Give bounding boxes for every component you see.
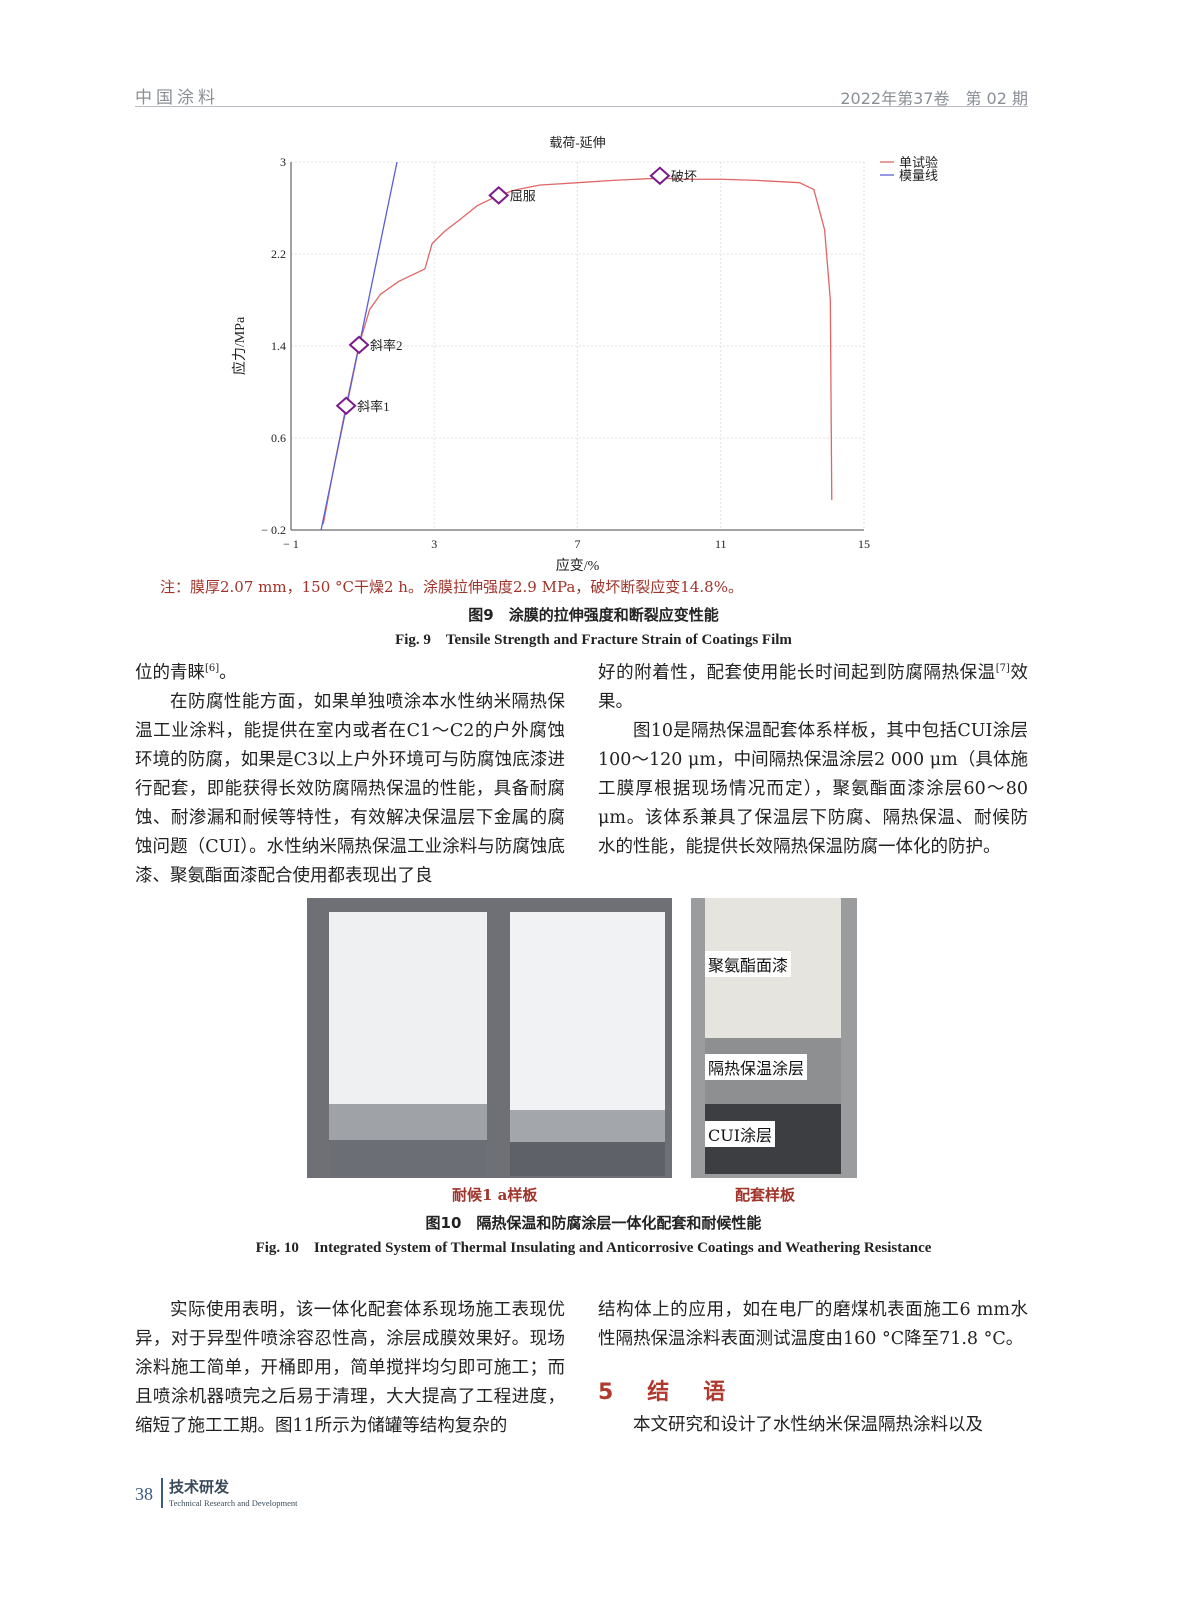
system-sample-photo: 聚氨酯面漆 隔热保温涂层 CUI涂层 xyxy=(691,898,857,1178)
marker-label: 屈服 xyxy=(510,188,536,203)
y-tick-label: − 0.2 xyxy=(261,523,286,537)
paragraph: 图10是隔热保温配套体系样板，其中包括CUI涂层100～120 μm，中间隔热保… xyxy=(598,721,1028,857)
marker-diamond xyxy=(348,335,370,355)
x-tick-label: 7 xyxy=(575,537,581,551)
y-axis-label: 应力/MPa xyxy=(231,316,248,375)
paragraph-text: 位的青睐 xyxy=(135,663,205,683)
footer-divider xyxy=(161,1478,163,1508)
sample-panel xyxy=(329,912,487,1104)
series-line-1 xyxy=(322,177,833,525)
sublabel-weathering: 耐候1 a样板 xyxy=(452,1186,538,1204)
paragraph-text: 好的附着性，配套使用能长时间起到防腐隔热保温 xyxy=(598,663,996,683)
sample-panel xyxy=(510,912,665,1110)
paragraph-text: 效果。 xyxy=(598,663,1029,712)
layer-label-insulation: 隔热保温涂层 xyxy=(705,1054,808,1080)
figure-9-caption-en: Fig. 9 Tensile Strength and Fracture Str… xyxy=(395,632,792,648)
y-tick-label: 0.6 xyxy=(271,431,286,445)
figure-9-note: 注：膜厚2.07 mm，150 °C干燥2 h。涂膜拉伸强度2.9 MPa，破坏… xyxy=(160,578,743,596)
marker-diamond xyxy=(649,166,671,186)
chart-title: 载荷-延伸 xyxy=(549,135,605,150)
journal-name: 中国涂料 xyxy=(135,88,219,108)
paragraph: 结构体上的应用，如在电厂的磨煤机表面施工6 mm水性隔热保温涂料表面测试温度由1… xyxy=(598,1300,1028,1349)
sublabel-system: 配套样板 xyxy=(735,1186,796,1204)
y-tick-label: 3 xyxy=(280,155,286,169)
x-axis-label: 应变/% xyxy=(556,557,600,574)
sample-band xyxy=(329,1104,487,1140)
citation[interactable]: [6] xyxy=(205,663,220,675)
right-column-bottom: 结构体上的应用，如在电厂的磨煤机表面施工6 mm水性隔热保温涂料表面测试温度由1… xyxy=(598,1296,1028,1354)
page-number: 38 xyxy=(135,1484,153,1504)
x-tick-label: 15 xyxy=(858,537,870,551)
issue-info: 2022年第37卷 第 02 期 xyxy=(840,89,1028,108)
right-column-top: 好的附着性，配套使用能长时间起到防腐隔热保温[7]效果。 图10是隔热保温配套体… xyxy=(598,659,1028,862)
sample-band xyxy=(329,1140,487,1176)
y-tick-label: 2.2 xyxy=(271,247,286,261)
footer-section-cn: 技术研发 xyxy=(169,1478,230,1496)
y-tick-label: 1.4 xyxy=(271,339,286,353)
figure-10-caption-cn: 图10 隔热保温和防腐涂层一体化配套和耐候性能 xyxy=(425,1214,762,1232)
left-column-bottom: 实际使用表明，该一体化配套体系现场施工表现优异，对于异型件喷涂容忍性高，涂层成膜… xyxy=(135,1296,565,1441)
sample-band xyxy=(510,1110,665,1142)
figure-9-caption-cn: 图9 涂膜的拉伸强度和断裂应变性能 xyxy=(468,606,719,624)
paragraph: 在防腐性能方面，如果单独喷涂本水性纳米隔热保温工业涂料，能提供在室内或者在C1～… xyxy=(135,692,565,886)
citation[interactable]: [7] xyxy=(995,663,1010,675)
paragraph-text: 。 xyxy=(219,663,237,683)
paragraph: 本文研究和设计了水性纳米保温隔热涂料以及 xyxy=(633,1415,983,1435)
legend-label: 单试验 xyxy=(899,155,938,170)
sample-band xyxy=(510,1142,665,1176)
marker-label: 斜率1 xyxy=(357,399,390,414)
layer-label-cui: CUI涂层 xyxy=(705,1121,776,1147)
marker-label: 斜率2 xyxy=(370,338,403,353)
weathering-sample-photo xyxy=(307,898,672,1178)
header-divider xyxy=(135,106,1028,107)
left-column-top: 位的青睐[6]。 在防腐性能方面，如果单独喷涂本水性纳米隔热保温工业涂料，能提供… xyxy=(135,659,565,891)
figure-10-caption-en: Fig. 10 Integrated System of Thermal Ins… xyxy=(255,1240,932,1256)
x-tick-label: 3 xyxy=(431,537,437,551)
footer-section-en: Technical Research and Development xyxy=(169,1498,298,1508)
marker-diamond xyxy=(488,186,510,205)
layer-label-topcoat: 聚氨酯面漆 xyxy=(705,951,792,977)
right-column-conclusion: 本文研究和设计了水性纳米保温隔热涂料以及 xyxy=(598,1411,1028,1440)
x-tick-label: − 1 xyxy=(283,537,299,551)
section-heading: 5 结 语 xyxy=(598,1380,732,1405)
marker-diamond xyxy=(335,396,357,416)
x-tick-label: 11 xyxy=(715,537,727,551)
legend-label: 模量线 xyxy=(899,168,938,183)
paragraph: 实际使用表明，该一体化配套体系现场施工表现优异，对于异型件喷涂容忍性高，涂层成膜… xyxy=(135,1300,565,1436)
marker-label: 破坏 xyxy=(671,169,697,184)
